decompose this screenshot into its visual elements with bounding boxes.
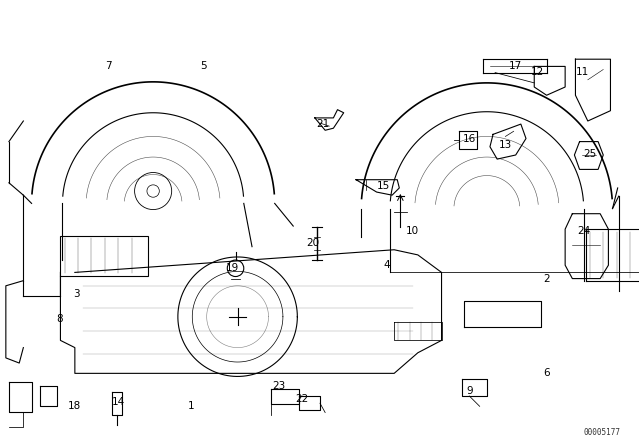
Text: 10: 10 (406, 226, 419, 236)
Text: 6: 6 (543, 368, 550, 379)
Text: 19: 19 (226, 263, 239, 273)
Text: 11: 11 (576, 67, 589, 77)
Text: 2: 2 (543, 274, 550, 284)
Text: 20: 20 (306, 237, 319, 248)
Text: 15: 15 (377, 181, 390, 191)
Text: 9: 9 (466, 386, 473, 396)
Text: 14: 14 (111, 397, 125, 407)
Text: 23: 23 (272, 381, 285, 391)
Text: 8: 8 (56, 314, 63, 324)
Text: 5: 5 (200, 61, 207, 71)
Text: 22: 22 (295, 394, 308, 404)
Text: 4: 4 (383, 260, 390, 270)
Text: 21: 21 (316, 119, 330, 129)
Text: 18: 18 (68, 401, 81, 411)
Text: 13: 13 (499, 140, 512, 150)
Text: 17: 17 (509, 61, 522, 71)
Text: 7: 7 (106, 61, 112, 71)
Text: 25: 25 (583, 149, 596, 159)
Text: 00005177: 00005177 (584, 428, 621, 437)
Text: 1: 1 (188, 401, 195, 411)
Text: 16: 16 (463, 134, 476, 143)
Text: 3: 3 (74, 289, 80, 299)
Text: 12: 12 (531, 67, 544, 77)
Text: 24: 24 (577, 226, 590, 236)
